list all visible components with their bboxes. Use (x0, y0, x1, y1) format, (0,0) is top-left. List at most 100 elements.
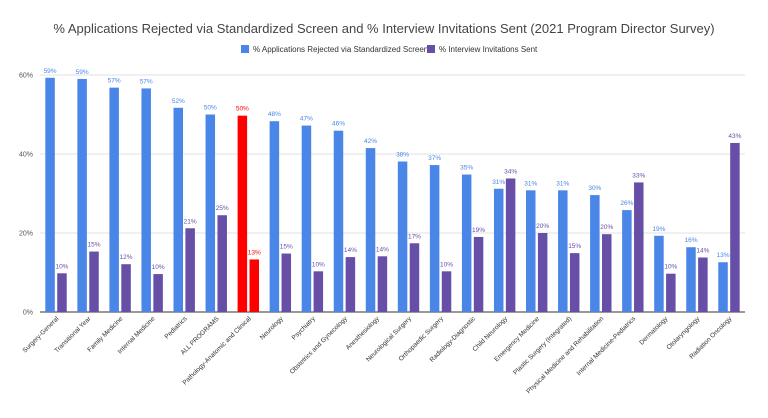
bar-applications-rejected-child-neurology (493, 188, 504, 312)
data-label-interview-invitations-psychiatry: 10% (312, 261, 325, 268)
bar-applications-rejected-otolaryngology (686, 247, 696, 312)
bar-interview-invitations-neurology (281, 253, 292, 312)
data-label-interview-invitations-anesthesiology: 14% (376, 246, 389, 253)
bar-applications-rejected-orthopaedic-surgery (429, 165, 440, 312)
bar-interview-invitations-radiology-diagnostic (473, 236, 484, 312)
bar-interview-invitations-radiation-oncology (730, 142, 740, 312)
data-label-interview-invitations-internal-medicine-pediatrics: 33% (632, 172, 645, 179)
y-tick-label-60: 60% (19, 73, 33, 80)
data-label-applications-rejected-plastic-surgery-integrated: 31% (556, 180, 569, 187)
legend: % Applications Rejected via Standardized… (241, 45, 538, 54)
bar-interview-invitations-neurological-surgery (409, 243, 420, 312)
bar-applications-rejected-all-programs (205, 114, 216, 312)
data-label-interview-invitations-plastic-surgery-integrated: 15% (568, 243, 581, 250)
bar-applications-rejected-pediatrics (173, 107, 184, 312)
x-tick-label-anesthesiology: Anesthesiology (345, 315, 382, 352)
bar-interview-invitations-family-medicine (121, 264, 131, 312)
bar-applications-rejected-neurological-surgery (397, 161, 408, 312)
data-label-interview-invitations-radiology-diagnostic: 19% (472, 227, 485, 234)
data-label-applications-rejected-family-medicine: 57% (108, 78, 121, 85)
data-label-interview-invitations-otolaryngology: 14% (696, 247, 709, 254)
data-label-interview-invitations-neurology: 15% (280, 244, 293, 251)
bar-interview-invitations-internal-medicine (153, 274, 163, 312)
data-label-applications-rejected-internal-medicine: 57% (140, 78, 153, 85)
x-tick-label-neurology: Neurology (259, 315, 285, 341)
bar-applications-rejected-internal-medicine-pediatrics (622, 210, 632, 312)
data-label-applications-rejected-anesthesiology: 42% (364, 138, 377, 145)
data-label-applications-rejected-pathology-anatomic-and-clinical: 50% (236, 106, 249, 113)
data-label-applications-rejected-internal-medicine-pediatrics: 26% (620, 200, 633, 207)
bar-interview-invitations-all-programs (217, 215, 227, 312)
bar-interview-invitations-plastic-surgery-integrated (569, 253, 580, 312)
data-label-interview-invitations-emergency-medicine: 20% (536, 223, 549, 230)
bar-applications-rejected-pathology-anatomic-and-clinical (237, 115, 248, 312)
data-label-applications-rejected-otolaryngology: 16% (684, 237, 697, 244)
data-label-interview-invitations-pathology-anatomic-and-clinical: 13% (248, 249, 261, 256)
bar-applications-rejected-radiology-diagnostic (461, 174, 472, 312)
y-tick-label-20: 20% (19, 231, 33, 238)
data-label-interview-invitations-neurological-surgery: 17% (408, 233, 421, 240)
x-tick-label-otolaryngology: Otolaryngology (665, 315, 701, 351)
bar-interview-invitations-otolaryngology (698, 257, 708, 312)
x-tick-label-pediatrics: Pediatrics (163, 315, 189, 341)
data-label-interview-invitations-all-programs: 25% (216, 205, 229, 212)
data-label-interview-invitations-transitional-year: 15% (88, 242, 101, 249)
bar-applications-rejected-family-medicine (109, 87, 119, 312)
data-label-applications-rejected-orthopaedic-surgery: 37% (428, 155, 441, 162)
x-tick-label-pathology-anatomic-and-clinical: Pathology-Anatomic and Clinical (182, 315, 254, 387)
bar-interview-invitations-child-neurology (505, 178, 516, 312)
data-label-applications-rejected-transitional-year: 59% (76, 69, 89, 76)
x-tick-label-internal-medicine-pediatrics: Internal Medicine-Pediatrics (576, 315, 638, 377)
data-label-applications-rejected-radiation-oncology: 13% (717, 252, 730, 259)
bar-interview-invitations-internal-medicine-pediatrics (634, 182, 644, 312)
data-label-interview-invitations-radiation-oncology: 43% (728, 133, 741, 140)
bar-applications-rejected-radiation-oncology (718, 262, 728, 312)
bar-applications-rejected-obstetrics-and-gynecology (333, 130, 344, 312)
y-tick-label-40: 40% (19, 152, 33, 159)
bar-interview-invitations-physical-medicine-and-rehabilitation (601, 234, 612, 312)
bar-applications-rejected-neurology (269, 121, 280, 312)
legend-label-interview-invitations: % Interview Invitations Sent (439, 45, 538, 54)
data-label-applications-rejected-pediatrics: 52% (172, 98, 185, 105)
bar-applications-rejected-plastic-surgery-integrated (558, 190, 568, 312)
bar-interview-invitations-psychiatry (313, 271, 324, 312)
data-label-interview-invitations-pediatrics: 21% (184, 218, 197, 225)
bar-applications-rejected-internal-medicine (141, 88, 151, 313)
data-label-applications-rejected-psychiatry: 47% (300, 116, 313, 123)
data-label-applications-rejected-all-programs: 50% (204, 105, 217, 112)
bar-applications-rejected-transitional-year (77, 78, 87, 312)
bar-interview-invitations-pathology-anatomic-and-clinical (249, 259, 259, 312)
bars (45, 77, 740, 313)
data-label-applications-rejected-obstetrics-and-gynecology: 46% (332, 121, 345, 128)
x-tick-label-obstetrics-and-gynecology: Obstetrics and Gynecology (289, 315, 350, 376)
data-label-interview-invitations-family-medicine: 12% (120, 254, 133, 261)
data-label-applications-rejected-surgery-general: 59% (44, 68, 57, 75)
data-label-applications-rejected-neurological-surgery: 38% (396, 152, 409, 159)
bar-interview-invitations-orthopaedic-surgery (441, 271, 452, 312)
data-label-interview-invitations-surgery-general: 10% (55, 263, 68, 270)
data-label-applications-rejected-emergency-medicine: 31% (524, 180, 537, 187)
bar-interview-invitations-anesthesiology (377, 256, 388, 312)
bar-interview-invitations-transitional-year (89, 251, 99, 312)
x-tick-label-dermatology: Dermatology (638, 315, 670, 347)
data-label-interview-invitations-internal-medicine: 10% (152, 264, 165, 271)
y-axis: 0% 20% 40% 60% (19, 73, 33, 317)
data-label-applications-rejected-neurology: 48% (268, 111, 281, 118)
bar-interview-invitations-pediatrics (185, 228, 195, 312)
data-label-interview-invitations-child-neurology: 34% (504, 168, 517, 175)
y-tick-label-0: 0% (23, 310, 33, 317)
data-label-applications-rejected-dermatology: 19% (652, 226, 665, 233)
bar-interview-invitations-surgery-general (57, 273, 67, 312)
bar-applications-rejected-dermatology (654, 235, 664, 312)
bar-interview-invitations-emergency-medicine (537, 233, 548, 312)
bar-interview-invitations-obstetrics-and-gynecology (345, 257, 356, 312)
bar-applications-rejected-psychiatry (301, 125, 312, 312)
bar-applications-rejected-emergency-medicine (526, 190, 536, 312)
data-label-interview-invitations-physical-medicine-and-rehabilitation: 20% (600, 224, 613, 231)
legend-swatch-applications-rejected (241, 45, 249, 53)
x-tick-label-plastic-surgery-integrated: Plastic Surgery (Integrated) (512, 315, 573, 376)
data-label-applications-rejected-child-neurology: 31% (492, 179, 505, 186)
